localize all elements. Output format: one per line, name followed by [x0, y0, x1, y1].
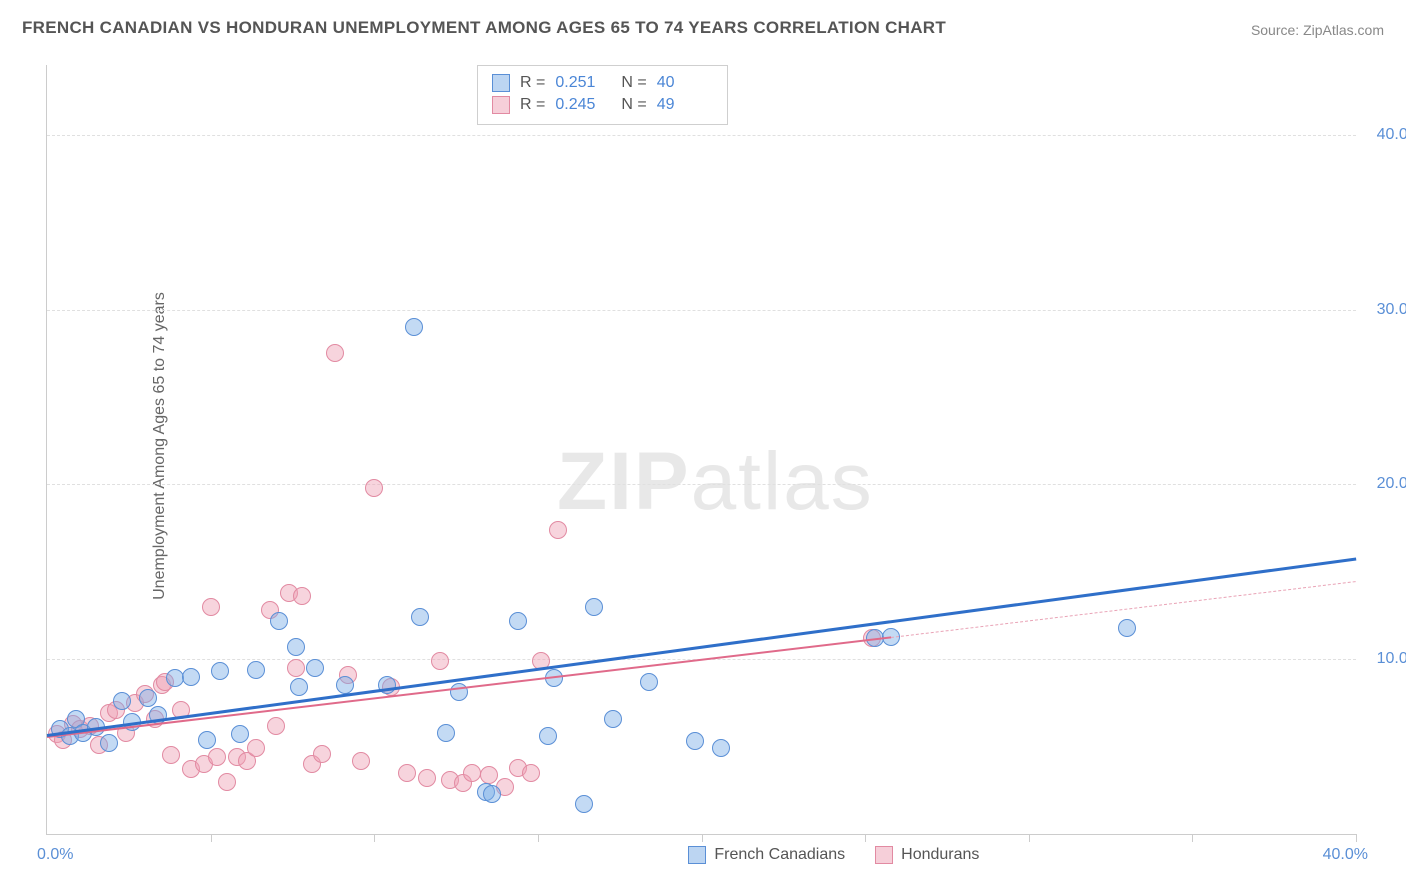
scatter-point — [480, 766, 498, 784]
stats-row-s2: R = 0.245 N = 49 — [492, 94, 713, 116]
scatter-point — [336, 676, 354, 694]
scatter-point — [352, 752, 370, 770]
r-value-s2: 0.245 — [555, 96, 611, 114]
scatter-point — [267, 717, 285, 735]
scatter-point — [585, 598, 603, 616]
legend-item-s1: French Canadians — [688, 846, 845, 864]
chart-title: FRENCH CANADIAN VS HONDURAN UNEMPLOYMENT… — [22, 18, 946, 38]
scatter-point — [166, 669, 184, 687]
stats-legend-box: R = 0.251 N = 40 R = 0.245 N = 49 — [477, 65, 728, 125]
scatter-point — [231, 725, 249, 743]
n-value-s1: 40 — [657, 74, 713, 92]
source-label: Source: ZipAtlas.com — [1251, 22, 1384, 38]
scatter-point — [211, 662, 229, 680]
scatter-point — [712, 739, 730, 757]
x-max-label: 40.0% — [1323, 846, 1368, 864]
scatter-point — [313, 745, 331, 763]
legend-swatch-s1 — [688, 846, 706, 864]
stats-row-s1: R = 0.251 N = 40 — [492, 72, 713, 94]
watermark-light: atlas — [691, 436, 874, 527]
scatter-point — [247, 739, 265, 757]
scatter-point — [198, 731, 216, 749]
scatter-point — [411, 608, 429, 626]
scatter-point — [437, 724, 455, 742]
scatter-point — [247, 661, 265, 679]
scatter-point — [575, 795, 593, 813]
r-value-s1: 0.251 — [555, 74, 611, 92]
scatter-point — [139, 689, 157, 707]
scatter-point — [405, 318, 423, 336]
scatter-point — [686, 732, 704, 750]
chart-container: FRENCH CANADIAN VS HONDURAN UNEMPLOYMENT… — [0, 0, 1406, 892]
gridline — [47, 135, 1356, 136]
xtick — [865, 834, 866, 842]
scatter-point — [202, 598, 220, 616]
swatch-s1 — [492, 74, 510, 92]
ytick-label: 20.0% — [1362, 475, 1406, 493]
legend-label-s2: Hondurans — [901, 846, 979, 864]
ytick-label: 40.0% — [1362, 126, 1406, 144]
watermark-bold: ZIP — [557, 436, 691, 527]
xtick — [1192, 834, 1193, 842]
xtick — [211, 834, 212, 842]
scatter-point — [398, 764, 416, 782]
scatter-point — [182, 668, 200, 686]
ytick-label: 10.0% — [1362, 650, 1406, 668]
watermark: ZIPatlas — [557, 435, 874, 529]
n-value-s2: 49 — [657, 96, 713, 114]
scatter-point — [418, 769, 436, 787]
scatter-point — [113, 692, 131, 710]
scatter-point — [1118, 619, 1136, 637]
bottom-legend: French Canadians Hondurans — [688, 846, 979, 864]
scatter-point — [162, 746, 180, 764]
scatter-point — [431, 652, 449, 670]
xtick — [538, 834, 539, 842]
scatter-point — [365, 479, 383, 497]
scatter-point — [270, 612, 288, 630]
legend-swatch-s2 — [875, 846, 893, 864]
scatter-point — [287, 659, 305, 677]
n-label-s1: N = — [621, 74, 646, 92]
gridline — [47, 310, 1356, 311]
swatch-s2 — [492, 96, 510, 114]
scatter-point — [208, 748, 226, 766]
xtick — [374, 834, 375, 842]
r-label-s2: R = — [520, 96, 545, 114]
xtick — [1356, 834, 1357, 842]
scatter-point — [306, 659, 324, 677]
xtick — [1029, 834, 1030, 842]
scatter-point — [218, 773, 236, 791]
scatter-point — [483, 785, 501, 803]
scatter-point — [463, 764, 481, 782]
ytick-label: 30.0% — [1362, 301, 1406, 319]
n-label-s2: N = — [621, 96, 646, 114]
legend-label-s1: French Canadians — [714, 846, 845, 864]
r-label-s1: R = — [520, 74, 545, 92]
scatter-point — [326, 344, 344, 362]
x-min-label: 0.0% — [37, 846, 73, 864]
gridline — [47, 484, 1356, 485]
scatter-point — [509, 612, 527, 630]
scatter-point — [539, 727, 557, 745]
scatter-point — [287, 638, 305, 656]
scatter-point — [100, 734, 118, 752]
scatter-point — [549, 521, 567, 539]
scatter-point — [293, 587, 311, 605]
regression-line — [47, 558, 1356, 737]
scatter-point — [640, 673, 658, 691]
scatter-point — [604, 710, 622, 728]
legend-item-s2: Hondurans — [875, 846, 979, 864]
scatter-point — [290, 678, 308, 696]
plot-area: ZIPatlas R = 0.251 N = 40 R = 0.245 N = … — [46, 65, 1356, 835]
scatter-point — [522, 764, 540, 782]
xtick — [702, 834, 703, 842]
